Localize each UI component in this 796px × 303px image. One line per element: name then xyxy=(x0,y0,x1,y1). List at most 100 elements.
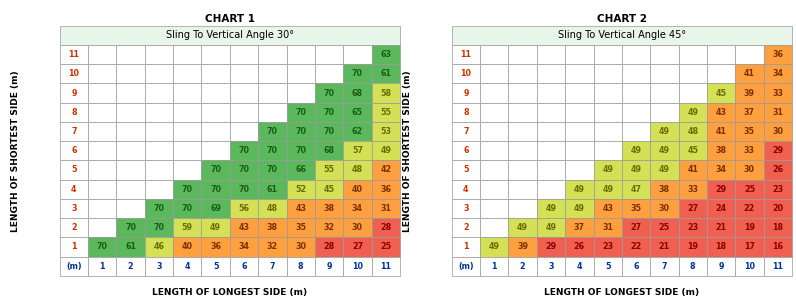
Bar xyxy=(678,64,707,83)
Bar xyxy=(537,199,565,218)
Text: 68: 68 xyxy=(352,88,363,98)
Bar xyxy=(451,45,480,64)
Bar xyxy=(622,64,650,83)
Text: 37: 37 xyxy=(574,223,585,232)
Bar xyxy=(763,257,792,276)
Text: 49: 49 xyxy=(574,204,585,213)
Bar xyxy=(594,199,622,218)
Bar xyxy=(173,199,201,218)
Text: 70: 70 xyxy=(267,127,278,136)
Text: 65: 65 xyxy=(352,108,363,117)
Text: 16: 16 xyxy=(772,242,783,251)
Text: LENGTH OF LONGEST SIDE (m): LENGTH OF LONGEST SIDE (m) xyxy=(544,288,700,297)
Bar xyxy=(343,83,372,103)
Text: 34: 34 xyxy=(352,204,363,213)
Text: 1: 1 xyxy=(100,261,105,271)
Bar xyxy=(372,83,400,103)
Bar xyxy=(116,45,145,64)
Text: 29: 29 xyxy=(716,185,727,194)
Bar xyxy=(258,122,287,141)
Text: 41: 41 xyxy=(687,165,698,175)
Bar xyxy=(480,103,509,122)
Bar xyxy=(258,160,287,180)
Text: 33: 33 xyxy=(744,146,755,155)
Bar xyxy=(763,218,792,237)
Bar xyxy=(565,257,594,276)
Text: 23: 23 xyxy=(602,242,613,251)
Text: 61: 61 xyxy=(380,69,392,78)
Text: 8: 8 xyxy=(298,261,303,271)
Bar xyxy=(258,141,287,160)
Text: 8: 8 xyxy=(690,261,696,271)
Text: 30: 30 xyxy=(772,127,783,136)
Bar xyxy=(678,257,707,276)
Text: 4: 4 xyxy=(185,261,190,271)
Bar xyxy=(678,103,707,122)
Bar xyxy=(116,237,145,257)
Text: 49: 49 xyxy=(603,185,613,194)
Text: 23: 23 xyxy=(772,185,783,194)
Bar xyxy=(201,237,230,257)
Bar xyxy=(116,103,145,122)
Text: 70: 70 xyxy=(295,108,306,117)
Bar xyxy=(451,26,792,45)
Text: 70: 70 xyxy=(154,223,165,232)
Bar xyxy=(509,180,537,199)
Text: 3: 3 xyxy=(156,261,162,271)
Text: 39: 39 xyxy=(744,88,755,98)
Bar xyxy=(707,180,736,199)
Bar xyxy=(594,122,622,141)
Text: 11: 11 xyxy=(68,50,80,59)
Bar xyxy=(451,83,480,103)
Bar xyxy=(343,257,372,276)
Bar xyxy=(763,83,792,103)
Text: 7: 7 xyxy=(463,127,469,136)
Text: 49: 49 xyxy=(630,146,642,155)
Bar xyxy=(480,180,509,199)
Bar xyxy=(201,122,230,141)
Bar xyxy=(201,103,230,122)
Text: 70: 70 xyxy=(324,127,334,136)
Text: 58: 58 xyxy=(380,88,392,98)
Bar xyxy=(509,237,537,257)
Text: 48: 48 xyxy=(267,204,278,213)
Text: 10: 10 xyxy=(352,261,363,271)
Text: 32: 32 xyxy=(267,242,278,251)
Text: 34: 34 xyxy=(239,242,249,251)
Text: (m): (m) xyxy=(66,261,82,271)
Text: 43: 43 xyxy=(295,204,306,213)
Bar xyxy=(343,218,372,237)
Bar xyxy=(145,64,174,83)
Text: 3: 3 xyxy=(463,204,469,213)
Bar xyxy=(451,103,480,122)
Bar xyxy=(594,257,622,276)
Text: 70: 70 xyxy=(267,146,278,155)
Bar xyxy=(315,237,343,257)
Bar xyxy=(372,45,400,64)
Bar xyxy=(60,122,88,141)
Bar xyxy=(60,83,88,103)
Bar xyxy=(287,83,315,103)
Text: 30: 30 xyxy=(659,204,670,213)
Bar xyxy=(565,122,594,141)
Bar xyxy=(173,45,201,64)
Text: 70: 70 xyxy=(352,69,363,78)
Bar xyxy=(287,141,315,160)
Text: 61: 61 xyxy=(267,185,278,194)
Bar xyxy=(509,160,537,180)
Bar xyxy=(678,160,707,180)
Text: 21: 21 xyxy=(716,223,727,232)
Text: 1: 1 xyxy=(463,242,469,251)
Bar xyxy=(201,83,230,103)
Bar xyxy=(116,141,145,160)
Bar xyxy=(594,141,622,160)
Bar xyxy=(650,218,678,237)
Bar xyxy=(707,160,736,180)
Bar xyxy=(343,160,372,180)
Bar xyxy=(707,103,736,122)
Bar xyxy=(145,103,174,122)
Bar xyxy=(315,199,343,218)
Bar xyxy=(173,160,201,180)
Text: 27: 27 xyxy=(630,223,642,232)
Bar xyxy=(622,122,650,141)
